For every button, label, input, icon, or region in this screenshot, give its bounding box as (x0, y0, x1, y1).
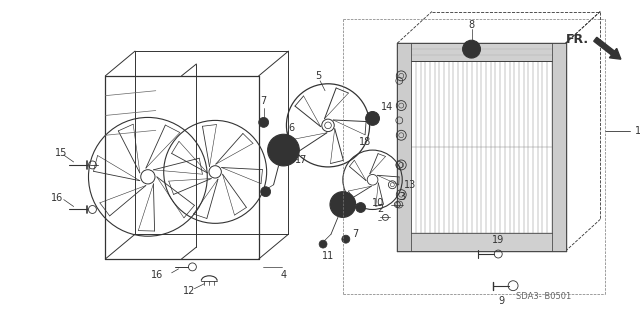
Text: 7: 7 (260, 96, 267, 106)
Circle shape (463, 40, 481, 58)
Text: 17: 17 (295, 155, 307, 165)
Circle shape (259, 117, 269, 127)
Text: 3: 3 (399, 192, 405, 202)
Bar (397, 43, 566, 61)
Bar (552, 43, 566, 251)
Text: 19: 19 (492, 235, 504, 245)
Text: 12: 12 (183, 286, 196, 296)
Text: 6: 6 (289, 123, 294, 133)
Text: SDA3- B0501: SDA3- B0501 (516, 292, 572, 301)
Text: 2: 2 (378, 204, 384, 214)
Text: 4: 4 (280, 270, 287, 280)
Text: 11: 11 (322, 251, 334, 261)
Text: 9: 9 (498, 295, 504, 306)
Circle shape (342, 235, 350, 243)
Text: FR.: FR. (566, 33, 589, 46)
Text: 18: 18 (358, 137, 371, 147)
Text: 14: 14 (381, 101, 394, 112)
Circle shape (319, 240, 327, 248)
Text: 7: 7 (353, 229, 359, 239)
Text: 16: 16 (150, 270, 163, 280)
Circle shape (356, 203, 365, 212)
Text: 1: 1 (635, 126, 640, 136)
Bar (397, 233, 566, 251)
Text: 8: 8 (468, 20, 475, 30)
Text: 15: 15 (54, 148, 67, 158)
Text: 16: 16 (51, 193, 63, 203)
FancyArrow shape (594, 37, 621, 59)
Text: 13: 13 (404, 180, 416, 190)
Circle shape (330, 192, 356, 218)
Circle shape (260, 187, 271, 197)
Circle shape (268, 134, 300, 166)
Bar (397, 43, 411, 251)
Text: 5: 5 (315, 71, 321, 81)
Circle shape (365, 112, 380, 125)
Text: 10: 10 (372, 197, 385, 208)
